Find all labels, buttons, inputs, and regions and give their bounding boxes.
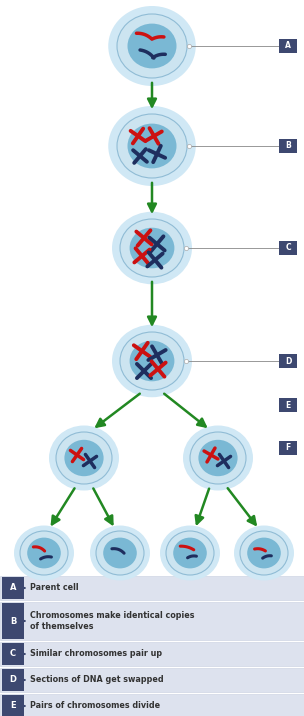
Ellipse shape (166, 531, 214, 575)
Ellipse shape (108, 106, 196, 186)
Ellipse shape (103, 538, 137, 569)
Text: Sections of DNA get swapped: Sections of DNA get swapped (30, 675, 164, 684)
FancyBboxPatch shape (2, 643, 24, 665)
FancyBboxPatch shape (2, 603, 24, 639)
Text: F: F (285, 443, 291, 453)
Ellipse shape (234, 526, 294, 581)
Text: Parent cell: Parent cell (30, 584, 79, 593)
Ellipse shape (64, 440, 104, 476)
FancyBboxPatch shape (0, 602, 304, 640)
Text: Pairs of chromosomes divide: Pairs of chromosomes divide (30, 702, 160, 710)
Ellipse shape (190, 432, 246, 484)
Ellipse shape (90, 526, 150, 581)
Ellipse shape (120, 332, 184, 390)
Ellipse shape (240, 531, 288, 575)
FancyBboxPatch shape (279, 39, 297, 53)
Ellipse shape (130, 341, 174, 382)
FancyBboxPatch shape (0, 668, 304, 692)
Ellipse shape (183, 425, 253, 490)
FancyBboxPatch shape (279, 354, 297, 368)
FancyBboxPatch shape (2, 577, 24, 599)
Ellipse shape (108, 6, 196, 86)
Text: A: A (10, 584, 16, 593)
Text: E: E (285, 400, 291, 410)
Ellipse shape (20, 531, 68, 575)
Ellipse shape (120, 219, 184, 277)
Text: B: B (10, 616, 16, 626)
Text: C: C (10, 649, 16, 659)
Text: A: A (285, 42, 291, 51)
Ellipse shape (160, 526, 220, 581)
Ellipse shape (199, 440, 238, 476)
Ellipse shape (127, 24, 177, 69)
Ellipse shape (27, 538, 61, 569)
Ellipse shape (56, 432, 112, 484)
FancyBboxPatch shape (0, 694, 304, 716)
FancyBboxPatch shape (279, 441, 297, 455)
Ellipse shape (130, 228, 174, 268)
Ellipse shape (127, 124, 177, 168)
Text: D: D (9, 675, 16, 684)
Ellipse shape (112, 212, 192, 284)
FancyBboxPatch shape (279, 139, 297, 153)
Text: C: C (285, 243, 291, 253)
Ellipse shape (173, 538, 207, 569)
FancyBboxPatch shape (0, 642, 304, 666)
Ellipse shape (117, 14, 187, 78)
FancyBboxPatch shape (279, 241, 297, 255)
Text: E: E (10, 702, 16, 710)
Ellipse shape (96, 531, 144, 575)
Ellipse shape (14, 526, 74, 581)
Ellipse shape (49, 425, 119, 490)
FancyBboxPatch shape (2, 695, 24, 716)
Text: D: D (285, 357, 291, 365)
Ellipse shape (247, 538, 281, 569)
Text: Chromosomes make identical copies
of themselves: Chromosomes make identical copies of the… (30, 611, 195, 631)
Ellipse shape (112, 325, 192, 397)
Ellipse shape (117, 114, 187, 178)
Text: B: B (285, 142, 291, 150)
FancyBboxPatch shape (279, 398, 297, 412)
FancyBboxPatch shape (2, 669, 24, 691)
FancyBboxPatch shape (0, 576, 304, 600)
Text: Similar chromosomes pair up: Similar chromosomes pair up (30, 649, 162, 659)
